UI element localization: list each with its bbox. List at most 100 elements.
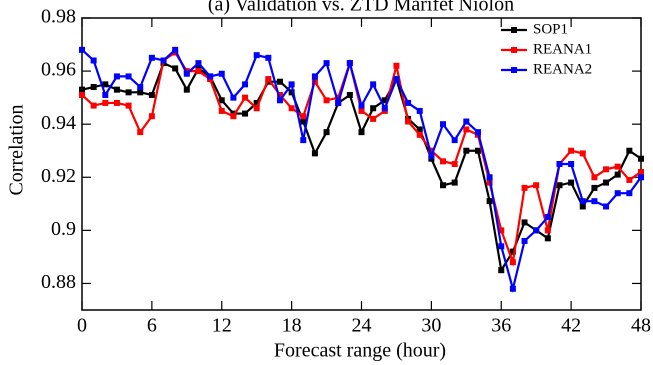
point-marker	[626, 176, 633, 183]
x-tick-label: 12	[212, 315, 232, 337]
point-marker	[300, 113, 307, 120]
point-marker	[358, 102, 365, 109]
y-tick-label: 0.98	[41, 6, 76, 28]
point-marker	[253, 52, 260, 59]
point-marker	[626, 190, 633, 197]
point-marker	[230, 94, 237, 101]
series-line	[81, 50, 642, 267]
point-marker	[579, 198, 586, 205]
y-tick-label: 0.96	[41, 59, 76, 81]
point-marker	[370, 115, 377, 122]
point-marker	[405, 118, 412, 125]
y-tick-label: 0.9	[51, 218, 76, 240]
point-marker	[276, 91, 283, 98]
point-marker	[603, 203, 610, 210]
point-marker	[335, 99, 342, 106]
point-marker	[416, 126, 423, 133]
point-marker	[172, 46, 179, 53]
point-marker	[474, 129, 481, 136]
point-marker	[288, 105, 295, 112]
point-marker	[416, 107, 423, 114]
point-marker	[416, 131, 423, 138]
point-marker	[614, 171, 621, 178]
point-marker	[276, 78, 283, 85]
point-marker	[405, 99, 412, 106]
point-marker	[90, 102, 97, 109]
point-marker	[509, 259, 516, 266]
point-marker	[591, 184, 598, 191]
point-marker	[300, 118, 307, 125]
point-marker	[253, 105, 260, 112]
point-marker	[579, 203, 586, 210]
point-marker	[381, 105, 388, 112]
point-marker	[113, 99, 120, 106]
x-tick-label: 24	[352, 315, 372, 337]
x-tick-label: 42	[561, 315, 581, 337]
point-marker	[451, 161, 458, 167]
point-marker	[113, 86, 120, 93]
legend-label: REANA2	[533, 61, 592, 77]
point-marker	[183, 70, 190, 77]
point-marker	[242, 110, 249, 117]
point-marker	[125, 73, 132, 80]
point-marker	[148, 113, 155, 120]
point-marker	[90, 57, 97, 64]
series-line	[81, 48, 642, 294]
point-marker	[288, 89, 295, 96]
point-marker	[463, 147, 470, 154]
point-marker	[195, 68, 202, 75]
point-marker	[568, 179, 575, 186]
point-marker	[370, 105, 377, 112]
point-marker	[172, 65, 179, 72]
point-marker	[591, 174, 598, 181]
point-marker	[323, 129, 330, 136]
point-marker	[626, 147, 633, 154]
point-marker	[486, 198, 493, 205]
y-tick-label: 0.94	[41, 112, 76, 134]
point-marker	[440, 182, 447, 189]
point-marker	[556, 182, 563, 189]
x-tick-label: 6	[147, 315, 157, 337]
point-marker	[603, 179, 610, 186]
point-marker	[207, 73, 214, 80]
point-marker	[242, 81, 249, 88]
point-marker	[521, 184, 528, 191]
point-marker	[614, 163, 621, 170]
point-marker	[440, 121, 447, 128]
point-marker	[323, 97, 330, 104]
legend-swatch	[511, 27, 517, 33]
y-axis-label: Correlation	[6, 104, 28, 195]
point-marker	[381, 97, 388, 104]
point-marker	[533, 227, 540, 234]
point-marker	[311, 150, 318, 157]
point-marker	[509, 248, 516, 255]
point-marker	[137, 129, 144, 136]
point-marker	[521, 219, 528, 226]
point-marker	[393, 62, 400, 69]
point-marker	[544, 214, 551, 221]
point-marker	[556, 161, 563, 167]
point-marker	[79, 86, 85, 93]
legend-label: SOP1	[533, 21, 568, 37]
point-marker	[125, 102, 132, 109]
chart-title: (a) Validation vs. ZTD Marifet Niolon	[208, 0, 514, 16]
point-marker	[638, 155, 644, 162]
x-axis-label: Forecast range (hour)	[274, 340, 446, 362]
point-marker	[102, 81, 109, 88]
point-marker	[218, 107, 225, 114]
point-marker	[451, 137, 458, 144]
point-marker	[276, 97, 283, 104]
point-marker	[160, 57, 167, 64]
point-marker	[148, 91, 155, 98]
point-marker	[533, 182, 540, 189]
legend-label: REANA1	[533, 41, 592, 57]
point-marker	[242, 94, 249, 101]
point-marker	[346, 91, 353, 98]
point-marker	[218, 70, 225, 77]
point-marker	[440, 158, 447, 165]
point-marker	[311, 73, 318, 80]
point-marker	[463, 118, 470, 125]
point-marker	[288, 81, 295, 88]
point-marker	[358, 107, 365, 114]
